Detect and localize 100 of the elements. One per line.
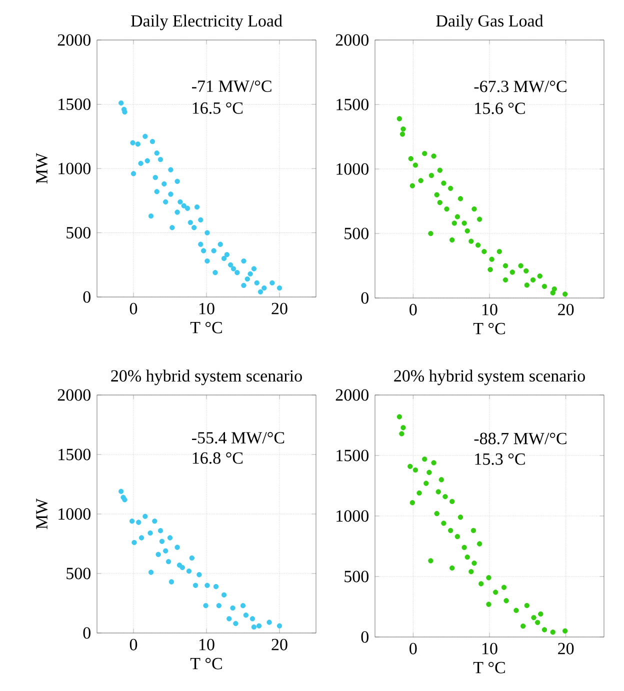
point xyxy=(524,602,530,608)
point xyxy=(154,150,160,156)
point xyxy=(256,623,262,628)
point xyxy=(464,228,470,234)
point xyxy=(191,225,197,230)
annotation: 16.8 °C xyxy=(192,452,243,464)
x-tick-label: 20 xyxy=(558,304,574,316)
x-tick-label: 20 xyxy=(272,638,288,650)
point xyxy=(550,290,556,296)
x-tick-label: 10 xyxy=(482,304,498,316)
point xyxy=(476,541,482,546)
point xyxy=(244,276,250,282)
point xyxy=(212,270,218,276)
point xyxy=(192,582,198,588)
point xyxy=(452,220,457,226)
x-tick-label: 0 xyxy=(410,304,417,316)
point xyxy=(504,598,509,604)
point xyxy=(441,180,446,186)
annotation: -55.4 MW/°C xyxy=(192,432,284,444)
point xyxy=(251,624,257,630)
point xyxy=(502,277,508,283)
point xyxy=(156,552,161,558)
point xyxy=(464,554,470,560)
point xyxy=(270,280,275,286)
point xyxy=(562,292,568,297)
x-axis-title: T °C xyxy=(473,322,505,334)
point xyxy=(396,116,402,122)
annotation: 15.3 °C xyxy=(475,453,525,465)
point xyxy=(416,490,422,496)
x-tick-label: 10 xyxy=(199,302,214,314)
point xyxy=(436,489,441,494)
point xyxy=(158,156,164,162)
point xyxy=(211,248,216,254)
point xyxy=(438,477,444,482)
y-axis-title: MW xyxy=(36,152,48,184)
annotation: 15.6 °C xyxy=(475,102,525,114)
point xyxy=(454,534,460,540)
point xyxy=(243,612,249,618)
point xyxy=(138,160,144,166)
point xyxy=(399,431,404,436)
point xyxy=(486,602,492,607)
point xyxy=(152,174,158,180)
point xyxy=(531,615,536,620)
point xyxy=(184,206,190,211)
point xyxy=(542,627,548,632)
point xyxy=(537,273,542,279)
point xyxy=(552,286,557,292)
point xyxy=(449,237,455,243)
point xyxy=(258,289,264,294)
point xyxy=(266,620,272,625)
point xyxy=(428,558,434,564)
point xyxy=(144,158,150,164)
point xyxy=(142,134,148,139)
point xyxy=(538,611,544,617)
point xyxy=(412,467,418,473)
y-tick-label: 500 xyxy=(344,228,368,240)
point xyxy=(428,172,434,178)
annotation: -88.7 MW/°C xyxy=(474,432,566,444)
point xyxy=(514,608,519,613)
point xyxy=(167,535,173,540)
point xyxy=(158,528,164,534)
point xyxy=(524,268,529,274)
point xyxy=(424,480,429,486)
point xyxy=(426,470,432,476)
point xyxy=(152,518,158,524)
point xyxy=(204,230,210,236)
point xyxy=(276,285,282,291)
point xyxy=(254,280,260,286)
point xyxy=(224,252,230,258)
y-tick-label: 500 xyxy=(66,568,90,580)
y-tick-label: 500 xyxy=(66,227,90,238)
point xyxy=(230,605,236,611)
point xyxy=(434,510,440,516)
point xyxy=(542,284,548,289)
point xyxy=(518,263,524,268)
point xyxy=(492,590,498,595)
point xyxy=(181,203,186,208)
x-axis-title: T °C xyxy=(473,662,505,674)
point xyxy=(168,579,174,584)
point xyxy=(204,582,210,588)
x-tick-label: 0 xyxy=(130,638,138,650)
point xyxy=(437,200,442,206)
y-tick-label: 0 xyxy=(83,627,90,639)
point xyxy=(408,156,414,162)
point xyxy=(170,225,175,230)
point xyxy=(200,248,206,254)
point xyxy=(174,178,180,184)
point xyxy=(442,494,448,500)
point xyxy=(204,258,210,264)
point xyxy=(233,620,238,626)
point xyxy=(166,558,172,564)
point xyxy=(431,460,436,466)
point xyxy=(241,282,246,288)
point xyxy=(496,248,502,254)
point xyxy=(472,206,477,212)
x-axis-title: T °C xyxy=(190,658,222,670)
point xyxy=(501,584,507,590)
y-tick-label: 0 xyxy=(361,631,368,643)
y-tick-label: 1000 xyxy=(58,508,90,520)
point xyxy=(189,555,194,561)
